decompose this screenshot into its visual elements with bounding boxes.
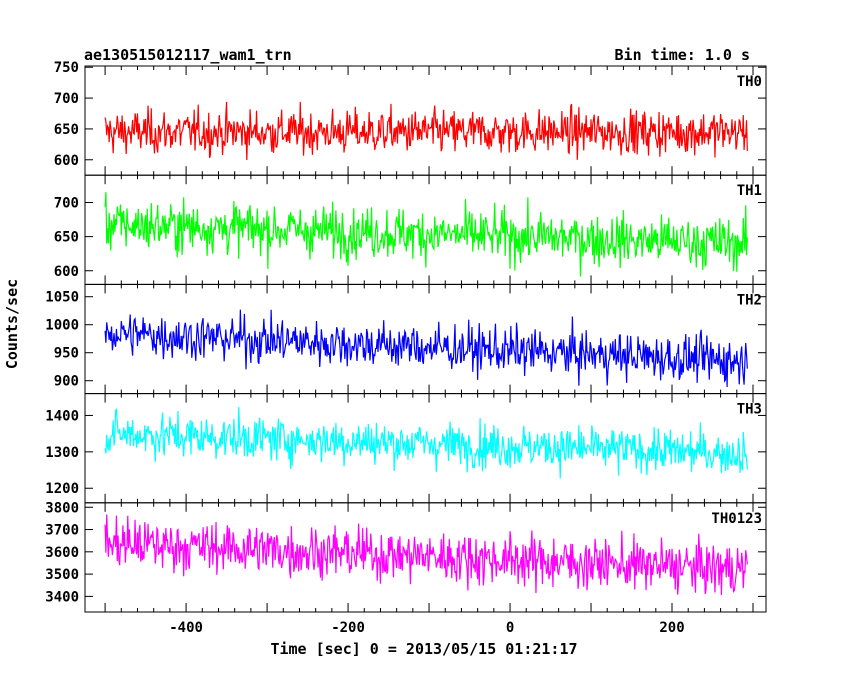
- y-tick-label: 950: [54, 346, 79, 362]
- y-tick-label: 600: [54, 153, 79, 169]
- panel-th0: 600 650 700 750 TH0: [54, 60, 767, 176]
- series-line-th3: [104, 407, 748, 479]
- y-tick-label: 900: [54, 374, 79, 390]
- x-axis-label: Time [sec] 0 = 2013/05/15 01:21:17: [270, 640, 577, 658]
- panel-label: TH2: [737, 292, 762, 308]
- x-tick-label: -200: [331, 620, 365, 636]
- y-tick-label: 600: [54, 264, 79, 280]
- y-tick-label: 700: [54, 196, 79, 212]
- bin-time-label: Bin time: 1.0 s: [615, 46, 750, 64]
- x-tick-label: -400: [169, 620, 203, 636]
- panel-th2: 900 950 1000 1050 TH2: [45, 283, 767, 395]
- panel-label: TH0: [737, 74, 762, 90]
- y-tick-label: 3500: [45, 567, 79, 583]
- y-axis-label: Counts/sec: [3, 279, 21, 369]
- panel-th1: 600 650 700 TH1: [54, 174, 767, 285]
- y-tick-label: 650: [54, 230, 79, 246]
- y-tick-label: 750: [54, 60, 79, 76]
- y-tick-label: 1400: [45, 408, 79, 424]
- panel-label: TH0123: [711, 511, 762, 527]
- series-line-th2: [104, 309, 748, 388]
- y-tick-label: 1000: [45, 318, 79, 334]
- panel-frame: [84, 283, 767, 395]
- panel-frame: [84, 502, 767, 613]
- panel-th0123: 3400 3500 3600 3700 3800 TH0123: [45, 500, 767, 613]
- x-tick-label: 0: [506, 620, 514, 636]
- y-tick-label: 3700: [45, 523, 79, 539]
- y-tick-label: 3400: [45, 589, 79, 605]
- y-tick-label: 700: [54, 91, 79, 107]
- y-tick-label: 3800: [45, 500, 79, 516]
- panel-label: TH3: [737, 402, 762, 418]
- series-line-th0123: [104, 514, 748, 596]
- x-tick-label: 200: [659, 620, 684, 636]
- panel-label: TH1: [737, 183, 762, 199]
- series-line-th0: [104, 101, 748, 160]
- y-tick-label: 1050: [45, 290, 79, 306]
- series-line-th1: [104, 192, 748, 277]
- y-tick-label: 650: [54, 122, 79, 138]
- chart-title: ae130515012117_wam1_trn: [84, 46, 292, 64]
- panel-th3: 1200 1300 1400 TH3: [45, 393, 767, 504]
- y-tick-label: 1300: [45, 445, 79, 461]
- y-tick-label: 1200: [45, 481, 79, 497]
- panels-group: 600 650 700 750 TH0 600 650 700 TH1 900 950 1000 105…: [45, 60, 767, 636]
- y-tick-label: 3600: [45, 545, 79, 561]
